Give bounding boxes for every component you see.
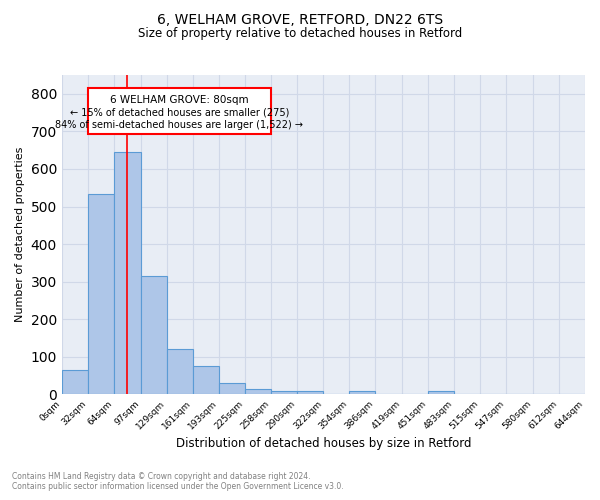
Bar <box>298 390 323 394</box>
Bar <box>167 350 193 395</box>
Bar <box>114 152 140 394</box>
Text: Size of property relative to detached houses in Retford: Size of property relative to detached ho… <box>138 28 462 40</box>
X-axis label: Distribution of detached houses by size in Retford: Distribution of detached houses by size … <box>176 437 471 450</box>
Bar <box>88 194 114 394</box>
Bar <box>349 392 376 394</box>
Text: 6, WELHAM GROVE, RETFORD, DN22 6TS: 6, WELHAM GROVE, RETFORD, DN22 6TS <box>157 12 443 26</box>
Bar <box>245 389 271 394</box>
Bar <box>218 383 245 394</box>
Text: 84% of semi-detached houses are larger (1,522) →: 84% of semi-detached houses are larger (… <box>55 120 303 130</box>
Text: Contains HM Land Registry data © Crown copyright and database right 2024.: Contains HM Land Registry data © Crown c… <box>12 472 311 481</box>
Text: ← 15% of detached houses are smaller (275): ← 15% of detached houses are smaller (27… <box>70 107 289 117</box>
Bar <box>428 392 454 394</box>
Bar <box>271 390 298 394</box>
FancyBboxPatch shape <box>88 88 271 134</box>
Bar <box>62 370 88 394</box>
Text: Contains public sector information licensed under the Open Government Licence v3: Contains public sector information licen… <box>12 482 344 491</box>
Bar <box>140 276 167 394</box>
Text: 6 WELHAM GROVE: 80sqm: 6 WELHAM GROVE: 80sqm <box>110 94 248 104</box>
Y-axis label: Number of detached properties: Number of detached properties <box>15 147 25 322</box>
Bar <box>193 366 218 394</box>
